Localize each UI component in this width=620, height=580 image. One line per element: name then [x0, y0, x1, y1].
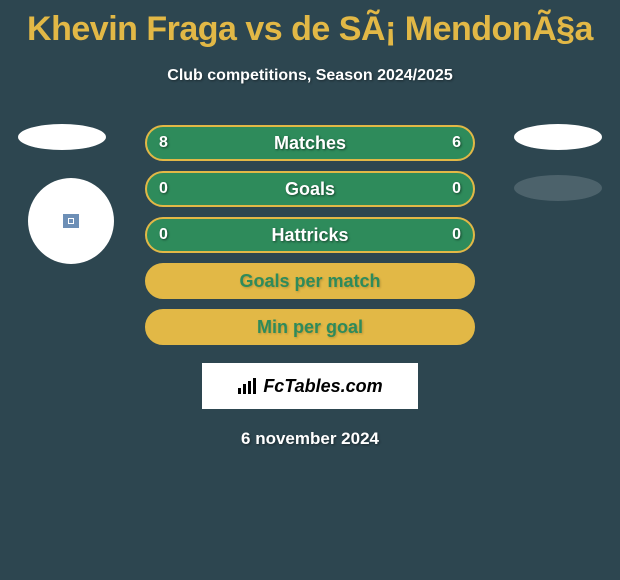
stat-label: Min per goal: [257, 317, 363, 338]
bar-chart-icon: [237, 377, 259, 395]
player-badge-shadow-right: [514, 175, 602, 201]
stat-right-value: 0: [452, 226, 461, 244]
stat-row-goals: 0 Goals 0: [145, 171, 475, 207]
source-logo: FcTables.com: [202, 363, 418, 409]
stat-label: Goals per match: [239, 271, 380, 292]
stat-right-value: 6: [452, 134, 461, 152]
stat-left-value: 0: [159, 226, 168, 244]
stat-right-value: 0: [452, 180, 461, 198]
player-avatar-left: [28, 178, 114, 264]
player-badge-right: [514, 124, 602, 150]
date-text: 6 november 2024: [0, 429, 620, 449]
stat-left-value: 8: [159, 134, 168, 152]
subtitle: Club competitions, Season 2024/2025: [0, 67, 620, 85]
player-badge-left: [18, 124, 106, 150]
stat-row-min-per-goal: Min per goal: [145, 309, 475, 345]
stat-label: Matches: [274, 133, 346, 154]
stat-row-hattricks: 0 Hattricks 0: [145, 217, 475, 253]
page-title: Khevin Fraga vs de SÃ¡ MendonÃ§a: [0, 0, 620, 49]
stat-left-value: 0: [159, 180, 168, 198]
stat-row-goals-per-match: Goals per match: [145, 263, 475, 299]
logo-text: FcTables.com: [237, 376, 382, 397]
stat-row-matches: 8 Matches 6: [145, 125, 475, 161]
avatar-placeholder-icon: [63, 214, 79, 228]
stat-label: Goals: [285, 179, 335, 200]
stat-label: Hattricks: [271, 225, 348, 246]
